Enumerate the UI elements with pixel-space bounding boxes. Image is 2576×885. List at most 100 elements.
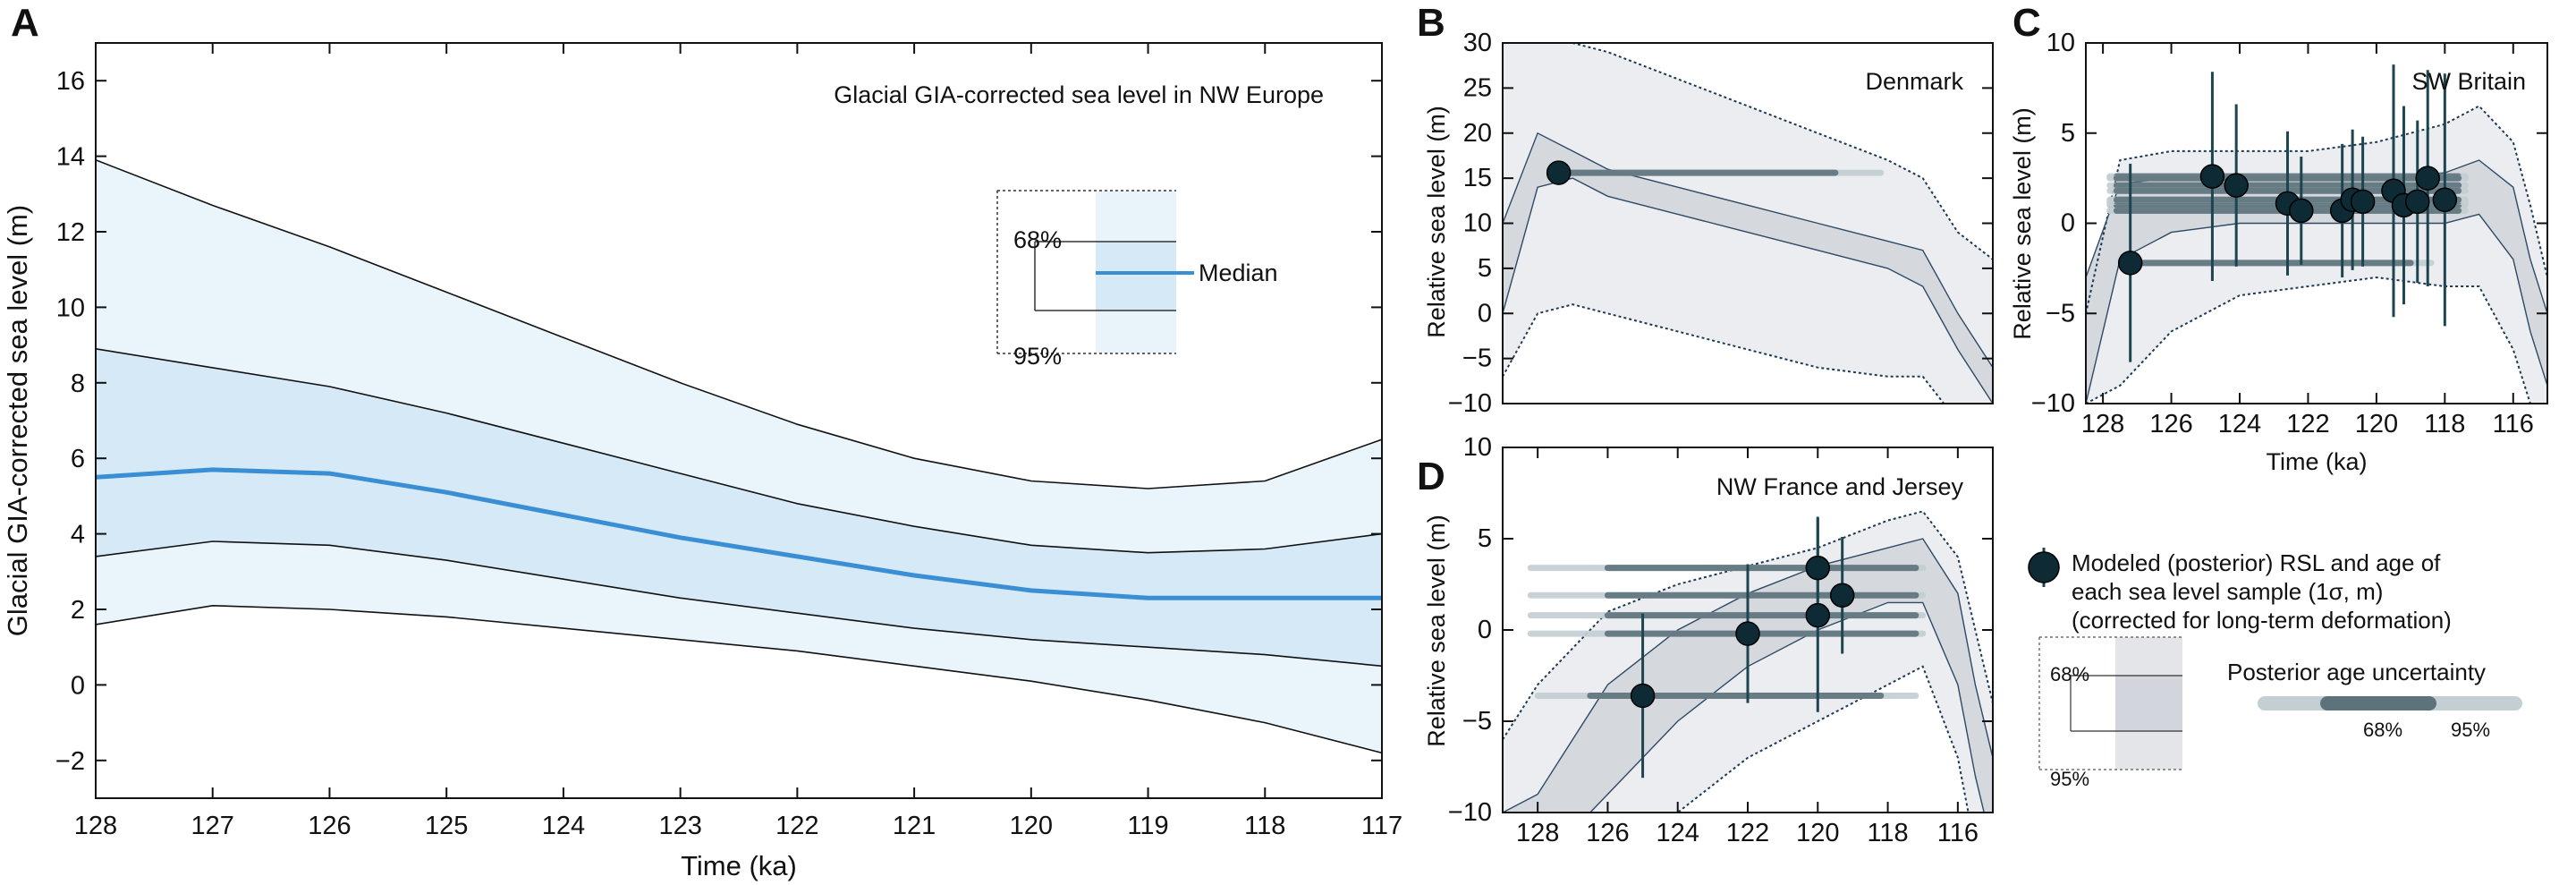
x-tick-label: 120 [1010, 812, 1053, 840]
y-tick-label: 16 [56, 67, 85, 96]
panel-a-xlabel: Time (ka) [681, 850, 797, 881]
panel-b-ylabel: Relative sea level (m) [1423, 106, 1450, 338]
band-95-lower-line [2086, 276, 2547, 404]
band-68 [96, 348, 1382, 667]
x-tick-label: 124 [542, 812, 585, 840]
panel-c-xlabel: Time (ka) [2267, 448, 2368, 475]
band-68-lower-line [2086, 213, 2547, 404]
y-tick-label: 15 [1463, 164, 1492, 192]
band-68-lower-line [95, 540, 1383, 668]
x-tick-label: 128 [74, 812, 117, 840]
sample-point [1829, 583, 1855, 608]
y-tick-label: 12 [56, 218, 85, 247]
panel-d-title: NW France and Jersey [1716, 473, 1964, 500]
y-tick-label: 2 [71, 596, 85, 625]
panel-c-ylabel: Relative sea level (m) [2009, 107, 2036, 340]
x-tick-label: 128 [1516, 819, 1559, 847]
x-tick-label: 124 [1657, 819, 1699, 847]
sample-point [1630, 683, 1656, 709]
band-68 [1503, 132, 1993, 404]
x-tick-label: 122 [1726, 819, 1769, 847]
x-tick-label: 120 [1796, 819, 1839, 847]
y-tick-label: 5 [1478, 254, 1492, 283]
y-tick-label: 30 [1463, 29, 1492, 57]
x-tick-label: 128 [2081, 410, 2124, 438]
panel-c-letter: C [2012, 1, 2041, 45]
median-line [95, 467, 1382, 600]
y-tick-label: 5 [1478, 524, 1492, 553]
x-tick-label: 118 [2424, 410, 2465, 438]
y-tick-label: −10 [2031, 389, 2075, 418]
x-tick-label: 126 [2149, 410, 2192, 438]
y-tick-label: −5 [1462, 707, 1492, 736]
plot-area [1503, 43, 1993, 404]
band-95-upper-line [1503, 510, 1993, 740]
panel-a-title: Glacial GIA-corrected sea level in NW Eu… [834, 81, 1324, 108]
sample-point [2199, 164, 2225, 189]
band-68-upper-line [1503, 132, 1993, 369]
y-tick-label: 25 [1463, 73, 1492, 102]
x-tick-label: 122 [2286, 410, 2329, 438]
y-tick-label: 0 [2061, 209, 2075, 238]
band-95-upper-line [1503, 43, 1993, 260]
legend-median-label: Median [1199, 260, 1278, 286]
legend-gray95-label: 95% [2050, 768, 2089, 790]
plot-area [2086, 64, 2547, 404]
legend-marker-line2: each sea level sample (1σ, m) [2072, 578, 2383, 605]
legend-68-label: 68% [1013, 226, 1062, 253]
x-tick-label: 127 [191, 812, 234, 840]
y-tick-label: 0 [71, 671, 85, 700]
sample-point [1546, 160, 1572, 185]
sample-point [1805, 602, 1831, 628]
band-68-upper-line [95, 348, 1383, 554]
x-tick-label: 116 [2493, 410, 2534, 438]
y-tick-label: 8 [71, 370, 85, 398]
x-tick-label: 121 [893, 812, 936, 840]
band-68 [1503, 539, 1993, 813]
sample-point [2432, 187, 2458, 213]
sample-point [2289, 198, 2314, 224]
legend-age-title: Posterior age uncertainty [2227, 659, 2486, 685]
y-tick-label: −5 [2046, 299, 2075, 328]
legend-marker-line3: (corrected for long-term deformation) [2072, 607, 2452, 634]
panel-a-legend: 68% 95% Median [996, 190, 1278, 370]
panel-a-ticks: 128 127 126 125 124 123 122 121 120 119 118 117−202… [55, 43, 1402, 840]
panel-a-bands [95, 159, 1383, 754]
panel-c-ticks: 128 126 124 122 120 118 116 −10 −5 0 5 10 [2031, 29, 2547, 438]
panel-d-ticks: 128 126 124 122 120 118 116 −10 −5 0 5 10 [1448, 433, 1993, 847]
panel-b-ticks: −10 −5 0 5 10 15 20 25 30 [1448, 29, 1993, 418]
y-tick-label: 10 [1463, 209, 1492, 238]
panel-a-letter: A [11, 1, 39, 45]
y-tick-label: −10 [1448, 389, 1492, 418]
x-tick-label: 122 [775, 812, 818, 840]
legend-gray68-swatch [2115, 676, 2182, 731]
plot-area [1503, 510, 1993, 813]
y-tick-label: 4 [71, 521, 85, 549]
legend-age95-label: 95% [2451, 719, 2490, 741]
y-tick-label: −5 [1462, 345, 1492, 373]
x-tick-label: 117 [1361, 812, 1402, 840]
panel-b: B −10 −5 0 5 10 15 20 25 30 Denmark Relative sea… [1417, 1, 1994, 418]
right-legend: Modeled (posterior) RSL and age of each … [2028, 548, 2522, 790]
x-tick-label: 118 [1867, 819, 1908, 847]
sample-point [2224, 173, 2249, 198]
panel-b-plot [1503, 43, 1993, 404]
panel-d-ylabel: Relative sea level (m) [1423, 515, 1450, 747]
panel-a-ylabel: Glacial GIA-corrected sea level (m) [2, 205, 33, 636]
band-95-lower-line [1676, 665, 1970, 813]
y-tick-label: 10 [2046, 29, 2075, 57]
y-tick-label: 14 [56, 143, 85, 172]
x-tick-label: 123 [658, 812, 701, 840]
x-tick-label: 125 [425, 812, 468, 840]
x-tick-label: 120 [2355, 410, 2398, 438]
panel-d-letter: D [1417, 455, 1445, 498]
x-tick-label: 118 [1244, 812, 1285, 840]
panel-b-letter: B [1417, 1, 1445, 45]
x-tick-label: 119 [1127, 812, 1168, 840]
legend-gray68-label: 68% [2050, 663, 2089, 685]
sample-point [1805, 555, 1831, 581]
y-tick-label: −10 [1448, 798, 1492, 827]
band-95-upper-line [95, 159, 1383, 489]
sample-point [1735, 621, 1760, 646]
